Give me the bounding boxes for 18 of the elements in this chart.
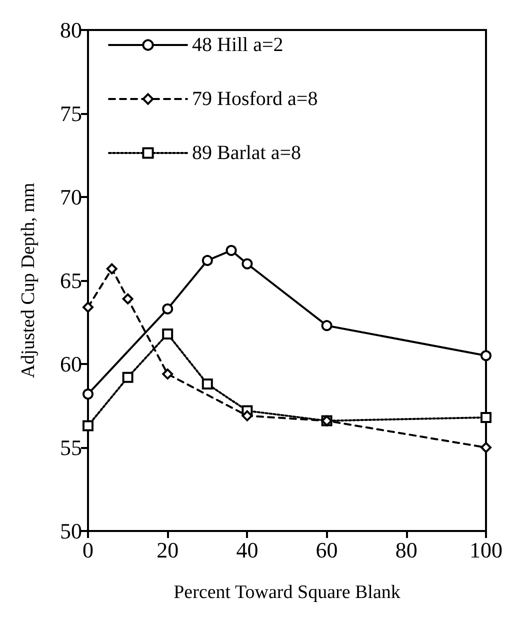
x-tick-label: 80 <box>395 538 418 562</box>
y-tick-label: 65 <box>60 268 82 293</box>
y-tick-label: 75 <box>60 101 82 126</box>
y-tick-label: 50 <box>60 518 82 544</box>
x-axis-title: Percent Toward Square Blank <box>174 582 401 603</box>
x-tick-label: 40 <box>236 538 258 562</box>
y-tick-label: 55 <box>60 435 82 460</box>
legend-label: 89 Barlat a=8 <box>192 142 302 164</box>
x-tick-label: 60 <box>316 538 338 562</box>
legend-label: 48 Hill a=2 <box>192 34 284 56</box>
legend-label: 79 Hosford a=8 <box>192 88 318 110</box>
y-tick-label: 60 <box>60 352 82 376</box>
x-tick-label: 100 <box>470 538 502 562</box>
y-tick-label: 80 <box>60 18 82 42</box>
y-tick-label: 70 <box>60 184 82 210</box>
x-tick-label: 20 <box>156 538 179 562</box>
y-axis-title: Adjusted Cup Depth, mm <box>18 182 39 378</box>
x-tick-label: 0 <box>82 538 94 562</box>
